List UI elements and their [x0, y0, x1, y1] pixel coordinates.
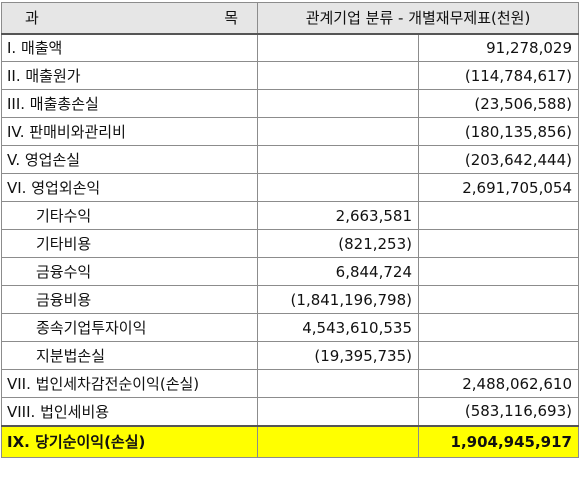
row-label: III. 매출총손실 [1, 89, 258, 118]
header-account-left: 과 [25, 9, 39, 28]
net-income-row: IX. 당기순이익(손실) 1,904,945,917 [1, 425, 579, 458]
row-label: VI. 영업외손익 [1, 173, 258, 202]
row-amount: (180,135,856) [418, 117, 579, 146]
row-sub-amount: 6,844,724 [257, 257, 419, 286]
row-sub-amount [257, 145, 419, 174]
row-label: I. 매출액 [1, 33, 258, 62]
row-sub-amount [257, 33, 419, 62]
table-row: V. 영업손실 (203,642,444) [1, 145, 579, 174]
table-row: 기타수익 2,663,581 [1, 201, 579, 230]
row-label: VII. 법인세차감전순이익(손실) [1, 369, 258, 398]
row-sub-amount: (1,841,196,798) [257, 285, 419, 314]
row-amount [418, 201, 579, 230]
row-sub-amount: (19,395,735) [257, 341, 419, 370]
table-header-row: 과 목 관계기업 분류 - 개별재무제표(천원) [1, 2, 579, 34]
row-sub-amount [257, 89, 419, 118]
table-row: 지분법손실 (19,395,735) [1, 341, 579, 370]
row-amount: (23,506,588) [418, 89, 579, 118]
table-row: 종속기업투자이익 4,543,610,535 [1, 313, 579, 342]
row-label: 기타비용 [1, 229, 258, 258]
row-amount [418, 257, 579, 286]
row-label: II. 매출원가 [1, 61, 258, 90]
table-row: IV. 판매비와관리비 (180,135,856) [1, 117, 579, 146]
row-label: IV. 판매비와관리비 [1, 117, 258, 146]
table-row: VIII. 법인세비용 (583,116,693) [1, 397, 579, 426]
row-label: 기타수익 [1, 201, 258, 230]
row-sub-amount: 4,543,610,535 [257, 313, 419, 342]
table-row: 금융수익 6,844,724 [1, 257, 579, 286]
table-row: II. 매출원가 (114,784,617) [1, 61, 579, 90]
row-label: V. 영업손실 [1, 145, 258, 174]
row-sub-amount [257, 369, 419, 398]
table-row: 금융비용 (1,841,196,798) [1, 285, 579, 314]
net-income-label: IX. 당기순이익(손실) [1, 425, 258, 458]
row-sub-amount [257, 117, 419, 146]
row-sub-amount: 2,663,581 [257, 201, 419, 230]
row-amount [418, 313, 579, 342]
row-sub-amount [257, 61, 419, 90]
table-row: I. 매출액 91,278,029 [1, 33, 579, 62]
header-classification: 관계기업 분류 - 개별재무제표(천원) [257, 2, 579, 34]
row-amount [418, 341, 579, 370]
row-amount: 2,488,062,610 [418, 369, 579, 398]
header-account-cell: 과 목 [1, 2, 258, 34]
row-label: VIII. 법인세비용 [1, 397, 258, 426]
row-label: 금융수익 [1, 257, 258, 286]
row-sub-amount: (821,253) [257, 229, 419, 258]
row-amount [418, 285, 579, 314]
header-account-right: 목 [224, 9, 238, 28]
row-label: 금융비용 [1, 285, 258, 314]
table-row: 기타비용 (821,253) [1, 229, 579, 258]
income-statement: 과 목 관계기업 분류 - 개별재무제표(천원) I. 매출액 91,278,02… [1, 2, 579, 458]
income-statement-table: 과 목 관계기업 분류 - 개별재무제표(천원) I. 매출액 91,278,02… [1, 2, 579, 458]
row-amount: (114,784,617) [418, 61, 579, 90]
table-row: III. 매출총손실 (23,506,588) [1, 89, 579, 118]
row-sub-amount [257, 173, 419, 202]
row-amount: (583,116,693) [418, 397, 579, 426]
row-amount [418, 229, 579, 258]
row-amount: 2,691,705,054 [418, 173, 579, 202]
table-row: VII. 법인세차감전순이익(손실) 2,488,062,610 [1, 369, 579, 398]
row-amount: 91,278,029 [418, 33, 579, 62]
row-amount: (203,642,444) [418, 145, 579, 174]
table-row: VI. 영업외손익 2,691,705,054 [1, 173, 579, 202]
net-income-amount: 1,904,945,917 [418, 425, 579, 458]
net-income-sub-amount [257, 425, 419, 458]
row-label: 종속기업투자이익 [1, 313, 258, 342]
row-sub-amount [257, 397, 419, 426]
row-label: 지분법손실 [1, 341, 258, 370]
